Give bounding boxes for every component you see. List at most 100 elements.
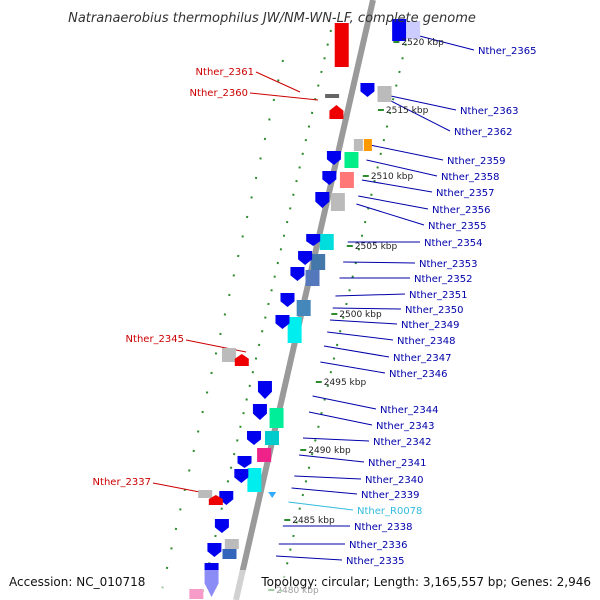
- gene-label-nther-2343[interactable]: Nther_2343: [376, 421, 434, 432]
- gene-label-nther-2340[interactable]: Nther_2340: [365, 475, 423, 486]
- tick-label-5: 2500 kbp: [339, 310, 382, 320]
- gene-glyph-40: [214, 519, 229, 533]
- topology-text: Topology: circular; Length: 3,165,557 bp…: [260, 575, 591, 589]
- accession-text: Accession: NC_010718: [9, 575, 145, 589]
- tick-label-6: 2495 kbp: [324, 378, 367, 388]
- gene-glyph-43: [207, 543, 222, 557]
- gene-glyph-9: [363, 139, 372, 151]
- gene-glyph-27: [234, 354, 249, 366]
- gene-glyph-11: [326, 151, 341, 165]
- gene-glyph-25: [275, 315, 290, 329]
- gene-glyph-7: [329, 105, 344, 119]
- tick-label-7: 2490 kbp: [308, 446, 351, 456]
- gene-glyph-32: [246, 431, 261, 445]
- gene-glyph-3: [406, 21, 421, 39]
- gene-glyph-28: [257, 381, 272, 399]
- leader-left-3: [185, 339, 247, 353]
- gene-label-nther-2363[interactable]: Nther_2363: [460, 106, 518, 117]
- gene-label-nther-2345[interactable]: Nther_2345: [126, 334, 184, 345]
- genome-title: Natranaerobius thermophilus JW/NM-WN-LF,…: [68, 11, 476, 26]
- tick-label-3: 2510 kbp: [371, 172, 414, 182]
- gene-glyph-10: [344, 152, 359, 168]
- gene-glyph-42: [222, 549, 237, 559]
- gene-label-nther-2349[interactable]: Nther_2349: [401, 320, 459, 331]
- gene-label-nther-2362[interactable]: Nther_2362: [454, 127, 512, 138]
- gene-label-nther-2355[interactable]: Nther_2355: [428, 221, 486, 232]
- gene-glyph-41: [224, 539, 239, 549]
- leader-right-8: [356, 203, 425, 226]
- gene-label-nther-2338[interactable]: Nther_2338: [354, 522, 412, 533]
- left-gene-labels: Nther_2361 Nther_2360 Nther_2345 Nther_2…: [93, 67, 254, 488]
- leader-right-23: [291, 487, 358, 495]
- tick-label-4: 2505 kbp: [355, 242, 398, 252]
- gene-label-nther-2365[interactable]: Nther_2365: [478, 46, 536, 57]
- leader-right-15: [327, 331, 394, 341]
- gene-glyph-21: [290, 267, 305, 281]
- gene-glyph-33: [257, 448, 272, 462]
- gene-glyph-1: [334, 23, 349, 67]
- gene-label-nther-2348[interactable]: Nther_2348: [397, 336, 455, 347]
- gene-label-nther-2350[interactable]: Nther_2350: [405, 305, 463, 316]
- gene-label-nther-2359[interactable]: Nther_2359: [447, 156, 505, 167]
- tick-label-1: 2520 kbp: [401, 38, 444, 48]
- gene-label-nther-2358[interactable]: Nther_2358: [441, 172, 499, 183]
- gene-label-nther-2346[interactable]: Nther_2346: [389, 369, 447, 380]
- gene-label-nther-2341[interactable]: Nther_2341: [368, 458, 426, 469]
- gene-label-nther-2351[interactable]: Nther_2351: [409, 290, 467, 301]
- gene-glyph-19: [298, 251, 313, 265]
- gene-label-nther-2361[interactable]: Nther_2361: [196, 67, 254, 78]
- gene-glyph-14: [330, 193, 345, 211]
- gene-glyph-15: [315, 192, 330, 208]
- dotted-line-inner: [199, 29, 332, 600]
- gene-glyph-5: [377, 86, 392, 102]
- gene-glyph-30: [269, 408, 284, 428]
- gene-label-nther-2360[interactable]: Nther_2360: [190, 88, 248, 99]
- leader-right-17: [320, 361, 386, 374]
- leader-right-12: [335, 293, 406, 297]
- gene-label-nther-2353[interactable]: Nther_2353: [419, 259, 477, 270]
- gene-label-nther-2352[interactable]: Nther_2352: [414, 274, 472, 285]
- gene-glyph-13: [322, 171, 337, 185]
- leader-right-18: [312, 395, 377, 410]
- gene-glyph-29: [252, 404, 267, 420]
- gene-glyph-39: [208, 495, 223, 505]
- leader-right-27: [276, 555, 343, 561]
- leader-left-2: [249, 92, 319, 101]
- leader-right-20: [302, 437, 370, 442]
- gene-glyph-24: [287, 317, 302, 343]
- label-leader-lines: [152, 29, 475, 561]
- leader-right-5: [366, 159, 438, 177]
- gene-glyph-26: [221, 348, 236, 362]
- leader-right-13: [332, 307, 402, 310]
- gene-features: [189, 19, 421, 599]
- gene-label-nther-2357[interactable]: Nther_2357: [436, 188, 494, 199]
- gene-glyph-18: [311, 254, 326, 270]
- gene-glyph-20: [305, 270, 320, 286]
- gene-label-nther-2354[interactable]: Nther_2354: [424, 238, 482, 249]
- gene-glyph-38: [198, 490, 213, 498]
- leader-right-21: [299, 454, 365, 463]
- leader-right-10: [343, 261, 416, 264]
- gene-label-nther-2356[interactable]: Nther_2356: [432, 205, 490, 216]
- leader-right-16: [323, 345, 390, 358]
- leader-right-19: [308, 411, 373, 426]
- leader-right-4: [369, 144, 444, 161]
- gene-label-nther-2336[interactable]: Nther_2336: [349, 540, 407, 551]
- gene-glyph-36: [234, 469, 249, 483]
- gene-glyph-16: [319, 234, 334, 250]
- gene-label-nther-2337[interactable]: Nther_2337: [93, 477, 151, 488]
- gene-glyph-34: [237, 456, 252, 468]
- gene-label-nther-2339[interactable]: Nther_2339: [361, 490, 419, 501]
- gene-glyph-17: [306, 234, 321, 246]
- leader-left-1: [255, 71, 301, 93]
- gene-label-nther-2342[interactable]: Nther_2342: [373, 437, 431, 448]
- gene-label-nther-2335[interactable]: Nther_2335: [346, 556, 404, 567]
- gene-glyph-2: [392, 19, 407, 41]
- gene-label-nther-r0078[interactable]: Nther_R0078: [357, 506, 422, 517]
- rna-glyph-r0078: [268, 492, 277, 498]
- gene-label-nther-2344[interactable]: Nther_2344: [380, 405, 438, 416]
- leader-right-3: [380, 95, 451, 132]
- gene-glyph-22: [296, 300, 311, 316]
- gene-label-nther-2347[interactable]: Nther_2347: [393, 353, 451, 364]
- tick-label-8: 2485 kbp: [292, 516, 335, 526]
